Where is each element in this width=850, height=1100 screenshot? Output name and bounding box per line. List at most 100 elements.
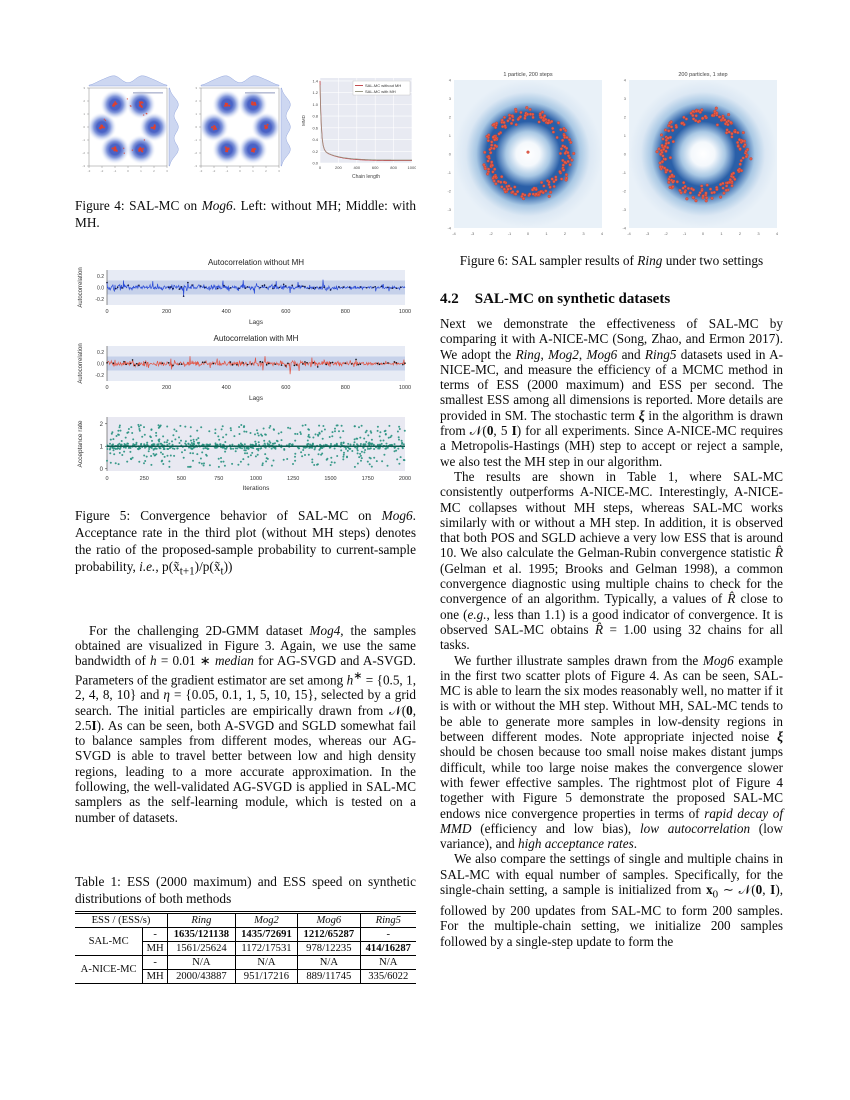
svg-text:3: 3 bbox=[166, 169, 168, 173]
svg-text:1750: 1750 bbox=[362, 476, 374, 482]
svg-text:0.0: 0.0 bbox=[97, 362, 104, 368]
table-row: A-NICE-MC - N/A N/A N/A N/A bbox=[75, 954, 416, 984]
svg-text:MMD: MMD bbox=[301, 114, 306, 125]
table-value-cell: 1172/17531 bbox=[234, 940, 298, 956]
svg-text:1: 1 bbox=[140, 169, 142, 173]
svg-text:800: 800 bbox=[390, 165, 397, 170]
svg-text:0.2: 0.2 bbox=[97, 274, 104, 280]
svg-text:0.0: 0.0 bbox=[312, 161, 318, 166]
table-value-cell: N/A bbox=[167, 954, 236, 970]
svg-text:-2: -2 bbox=[213, 169, 216, 173]
svg-text:1: 1 bbox=[195, 112, 197, 116]
table-row: MH 1561/25624 1172/17531 978/12235 414/16287 bbox=[75, 940, 416, 956]
svg-text:-3: -3 bbox=[447, 207, 451, 212]
table-col-header: Mog2 bbox=[234, 912, 298, 928]
table-value-cell: 2000/43887 bbox=[167, 968, 236, 984]
svg-text:3: 3 bbox=[582, 231, 585, 236]
svg-text:-3: -3 bbox=[471, 231, 475, 236]
svg-text:0.2: 0.2 bbox=[97, 350, 104, 356]
svg-text:-3: -3 bbox=[88, 169, 91, 173]
svg-text:3: 3 bbox=[449, 96, 452, 101]
figure4-mmd-line-chart: 0.0 0.2 0.4 0.6 0.8 1.0 1.2 1.4 0 200 400 600 800 100… bbox=[301, 78, 416, 180]
figure6-ring-plot-multi-particle: -4-4 -3 -3 -2 -2 -1 -1 0 0 1 1 2 2 3 3 4 4 200 particles,… bbox=[622, 72, 779, 236]
table1-ess-results: ESS / (ESS/s) Ring Mog2 Mog6 Ring5 SAL-MC -163… bbox=[75, 910, 416, 984]
svg-text:-3: -3 bbox=[646, 231, 650, 236]
svg-text:200: 200 bbox=[162, 385, 171, 391]
svg-text:0.4: 0.4 bbox=[312, 137, 318, 142]
svg-text:Acceptance rate: Acceptance rate bbox=[77, 420, 84, 467]
svg-text:750: 750 bbox=[214, 476, 223, 482]
table-value-cell: N/A bbox=[234, 954, 298, 970]
right-paragraph-4: We also compare the settings of single a… bbox=[440, 851, 784, 949]
right-paragraph-2: The results are shown in Table 1, where … bbox=[440, 468, 784, 653]
right-paragraph-3: We further illustrate samples drawn from… bbox=[440, 652, 784, 852]
svg-text:1000: 1000 bbox=[399, 385, 411, 391]
svg-text:-2: -2 bbox=[664, 231, 668, 236]
svg-text:200: 200 bbox=[162, 309, 171, 315]
table-corner-header: ESS / (ESS/s) bbox=[91, 914, 151, 926]
svg-text:2000: 2000 bbox=[399, 476, 411, 482]
svg-text:Autocorrelation without MH: Autocorrelation without MH bbox=[208, 258, 304, 267]
svg-text:0: 0 bbox=[105, 309, 108, 315]
svg-text:-3: -3 bbox=[194, 164, 197, 168]
svg-text:Autocorrelation: Autocorrelation bbox=[78, 343, 84, 383]
svg-text:Lags: Lags bbox=[249, 319, 264, 326]
svg-text:0: 0 bbox=[527, 231, 530, 236]
svg-text:800: 800 bbox=[341, 385, 350, 391]
table-method-cell: SAL-MC bbox=[75, 926, 143, 956]
section-heading-4-2: 4.2 SAL-MC on synthetic datasets bbox=[440, 291, 783, 308]
svg-text:2: 2 bbox=[100, 422, 104, 428]
svg-text:3: 3 bbox=[195, 86, 197, 90]
figure6-ring-plot-single-particle: -4-4 -3 -3 -2 -2 -1 -1 0 0 1 1 2 2 3 3 4 4 1 particle, 20… bbox=[447, 72, 603, 236]
svg-text:1500: 1500 bbox=[324, 476, 336, 482]
table-value-cell: 889/11745 bbox=[297, 968, 361, 984]
svg-text:3: 3 bbox=[83, 86, 85, 90]
svg-text:1250: 1250 bbox=[287, 476, 299, 482]
table-value-cell: 978/12235 bbox=[297, 940, 361, 956]
svg-text:0: 0 bbox=[100, 467, 104, 473]
table-value-cell: - bbox=[359, 926, 416, 942]
figure4-jointplot-with-mh: -3-3 -2 -2 -1 -1 0 0 1 1 2 2 3 3 bbox=[194, 75, 291, 173]
svg-text:2: 2 bbox=[265, 169, 267, 173]
svg-text:1: 1 bbox=[624, 133, 627, 138]
table-value-cell: N/A bbox=[359, 954, 416, 970]
svg-text:-0.2: -0.2 bbox=[95, 373, 104, 379]
svg-text:1000: 1000 bbox=[399, 309, 411, 315]
svg-text:200 particles, 1 step: 200 particles, 1 step bbox=[678, 72, 727, 78]
svg-text:0: 0 bbox=[105, 476, 108, 482]
svg-text:1: 1 bbox=[449, 133, 452, 138]
svg-text:Iterations: Iterations bbox=[243, 485, 270, 492]
figure5-acceptance-rate-plot: 0 1 2 0 250 500 750 1000 1250 1500 1750 2000 Iterati… bbox=[77, 417, 411, 492]
right-paragraph-1: Next we demonstrate the effectiveness of… bbox=[440, 316, 784, 469]
svg-text:SAL-MC with MH: SAL-MC with MH bbox=[365, 89, 396, 94]
table-method-cell: A-NICE-MC bbox=[75, 954, 143, 984]
svg-text:-2: -2 bbox=[622, 189, 626, 194]
svg-text:0.8: 0.8 bbox=[312, 114, 318, 119]
svg-text:3: 3 bbox=[624, 96, 627, 101]
table-header-row: ESS / (ESS/s) Ring Mog2 Mog6 Ring5 bbox=[75, 912, 416, 928]
svg-text:-1: -1 bbox=[114, 169, 117, 173]
table-col-header: Ring bbox=[167, 912, 236, 928]
svg-text:-1: -1 bbox=[622, 170, 626, 175]
figure6-caption: Figure 6: SAL sampler results of Ring un… bbox=[459, 253, 764, 268]
svg-text:400: 400 bbox=[353, 165, 360, 170]
svg-text:-3: -3 bbox=[200, 169, 203, 173]
svg-text:2: 2 bbox=[83, 99, 85, 103]
svg-text:600: 600 bbox=[281, 309, 290, 315]
svg-text:-3: -3 bbox=[82, 164, 85, 168]
svg-text:0: 0 bbox=[195, 125, 197, 129]
svg-text:600: 600 bbox=[281, 385, 290, 391]
svg-text:0: 0 bbox=[127, 169, 129, 173]
svg-text:4: 4 bbox=[776, 231, 779, 236]
svg-text:-1: -1 bbox=[194, 138, 197, 142]
svg-text:0: 0 bbox=[83, 125, 85, 129]
svg-text:600: 600 bbox=[372, 165, 379, 170]
svg-text:0.2: 0.2 bbox=[312, 149, 318, 154]
svg-text:0: 0 bbox=[449, 152, 452, 157]
svg-text:400: 400 bbox=[222, 309, 231, 315]
figure5-caption: Figure 5: Convergence behavior of SAL-MC… bbox=[75, 508, 416, 578]
figure4: -3 -3 -2 -2 -1 -1 0 0 1 1 2 2 3 3 -3 -3 -2 -2 -1 -1 0 0 1 1 2 2 3… bbox=[75, 70, 416, 185]
svg-text:2: 2 bbox=[564, 231, 567, 236]
table-row: SAL-MC -1635/121138 1435/72691 1212/65287- bbox=[75, 926, 416, 956]
table-value-cell: 1212/65287 bbox=[297, 926, 361, 942]
